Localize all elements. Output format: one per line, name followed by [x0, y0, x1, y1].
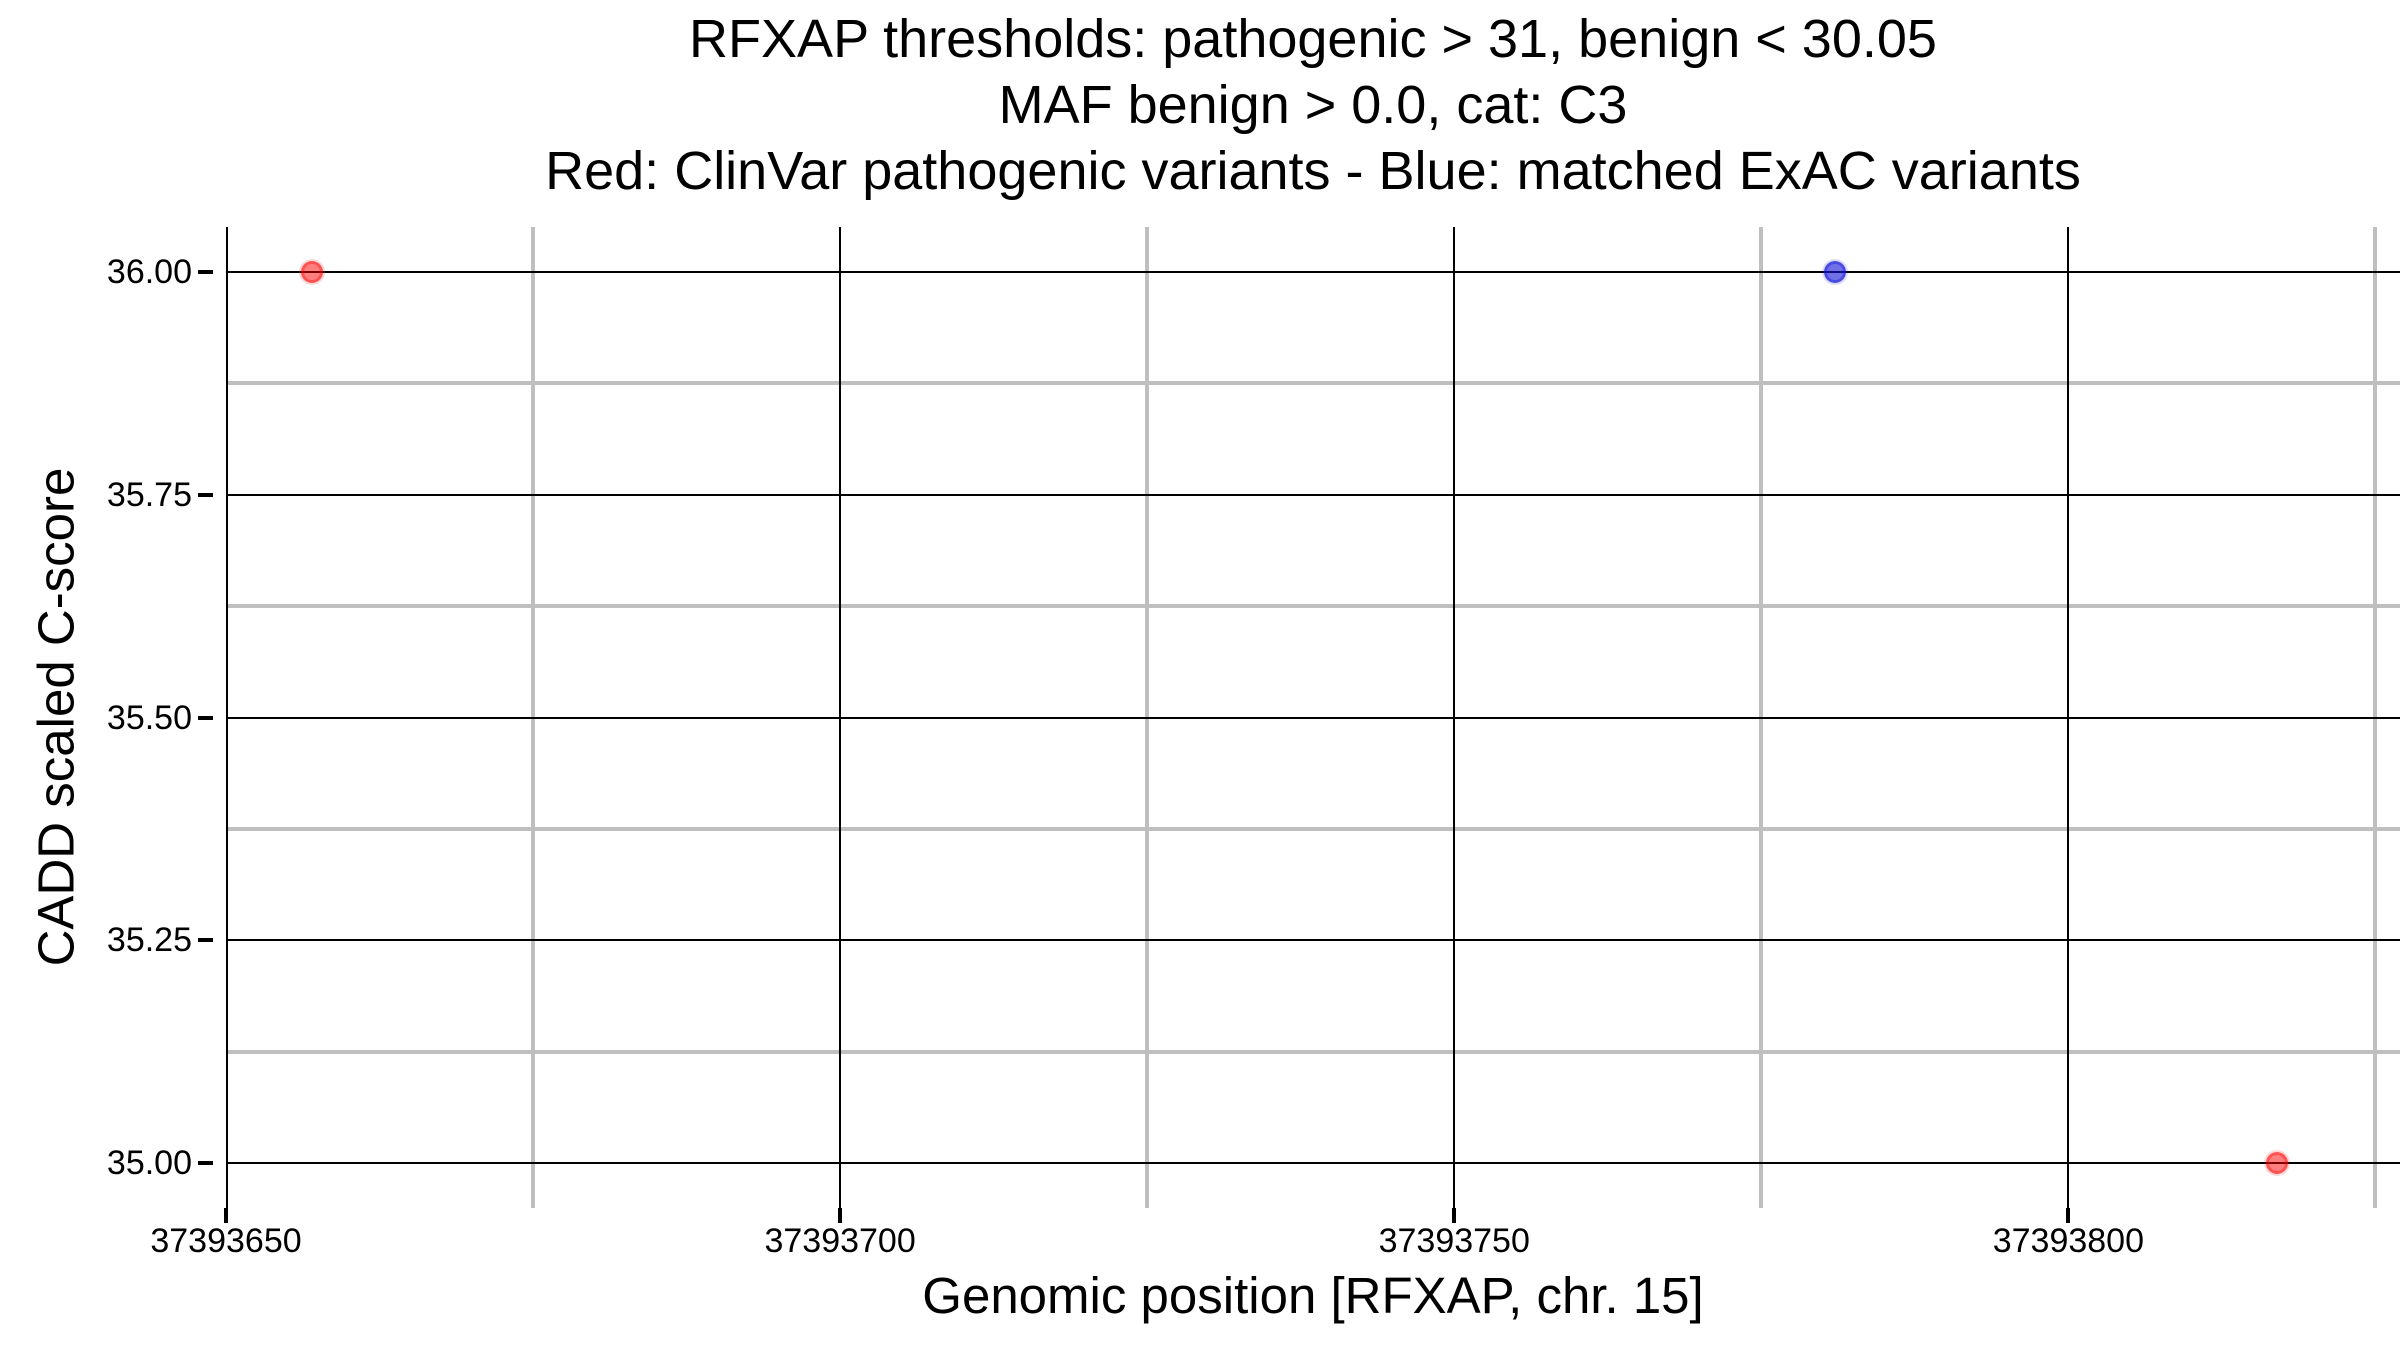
minor-gridline-y	[226, 381, 2400, 386]
plot-title-line-1: RFXAP thresholds: pathogenic > 31, benig…	[689, 9, 1937, 69]
major-gridline-y	[226, 939, 2400, 942]
minor-gridline-y	[226, 604, 2400, 609]
plot-title-line-3: Red: ClinVar pathogenic variants - Blue:…	[545, 141, 2081, 201]
x-axis-tick	[2066, 1208, 2071, 1223]
y-axis-tick	[198, 1161, 213, 1166]
y-axis-tick	[198, 492, 213, 497]
x-tick-label: 37393650	[150, 1222, 302, 1260]
major-gridline-y	[226, 493, 2400, 496]
x-tick-label: 37393800	[1992, 1222, 2144, 1260]
major-gridline-y	[226, 270, 2400, 273]
plot-panel	[226, 227, 2400, 1208]
plot-title-line-2: MAF benign > 0.0, cat: C3	[998, 75, 1628, 135]
y-tick-label: 35.00	[106, 1144, 192, 1183]
y-axis-tick	[198, 715, 213, 720]
major-gridline-x	[2067, 227, 2070, 1208]
x-tick-label: 37393700	[764, 1222, 916, 1260]
x-axis-title: Genomic position [RFXAP, chr. 15]	[922, 1267, 1704, 1324]
x-axis-tick	[1452, 1208, 1457, 1223]
major-gridline-x	[226, 227, 228, 1208]
x-axis-tick	[224, 1208, 228, 1223]
major-gridline-y	[226, 716, 2400, 719]
major-gridline-y	[226, 1162, 2400, 1165]
major-gridline-x	[839, 227, 842, 1208]
data-point-blue	[1824, 260, 1846, 283]
y-tick-label: 35.75	[106, 475, 192, 514]
y-tick-label: 36.00	[106, 252, 192, 291]
major-gridline-x	[1453, 227, 1456, 1208]
y-axis-tick	[198, 269, 213, 274]
minor-gridline-y	[226, 1049, 2400, 1054]
data-point-red	[300, 260, 323, 283]
y-tick-label: 35.50	[106, 698, 192, 737]
y-axis-tick	[198, 938, 213, 943]
minor-gridline-y	[226, 826, 2400, 831]
data-point-red	[2266, 1152, 2289, 1175]
plot-title: RFXAP thresholds: pathogenic > 31, benig…	[226, 6, 2400, 204]
x-axis-tick	[838, 1208, 843, 1223]
y-tick-label: 35.25	[106, 921, 192, 960]
x-tick-label: 37393750	[1378, 1222, 1530, 1260]
